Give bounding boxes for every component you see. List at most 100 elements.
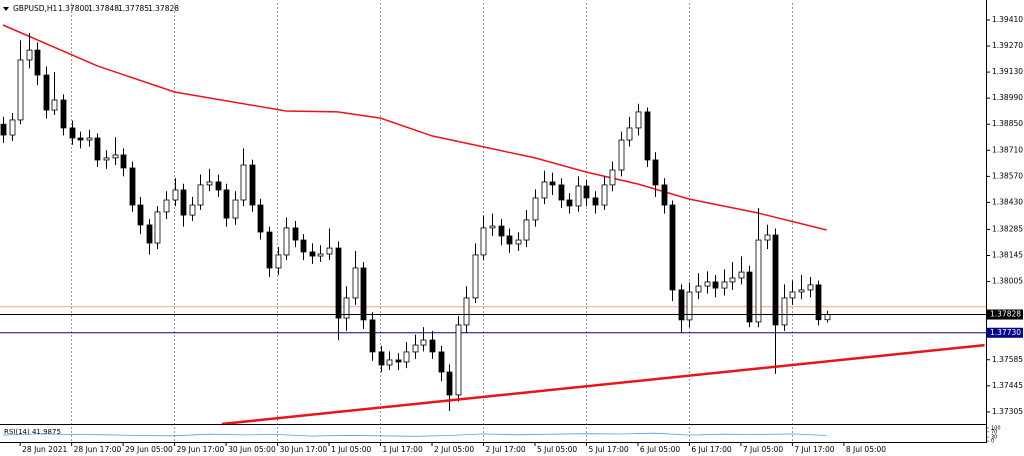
candle-body [34, 49, 41, 76]
candle-body [395, 359, 402, 363]
x-tick-label: 30 Jun 05:00 [228, 445, 276, 454]
candle-body [249, 164, 256, 206]
rsi-tick-label: 100 [991, 426, 1001, 432]
candle-body [438, 351, 445, 373]
ohlc-label: 1.37785 [118, 4, 149, 13]
grid-layer [71, 3, 793, 442]
x-tick-label: 28 Jun 17:00 [74, 445, 122, 454]
ohlc-label: 1.37828 [148, 4, 179, 13]
y-tick-label: 1.38430 [992, 197, 1023, 206]
candle-body [154, 211, 161, 244]
candle-body [626, 127, 633, 141]
candle-body [652, 159, 659, 186]
trendline [221, 343, 985, 426]
candle-body [789, 291, 796, 299]
candle-body [420, 339, 427, 346]
candle-body [283, 227, 290, 256]
x-tick-label: 1 Jul 17:00 [383, 445, 423, 454]
candle-body [498, 225, 505, 237]
y-tick-label: 1.38145 [992, 250, 1023, 259]
candle-body [506, 235, 513, 245]
y-tick-label: 1.38285 [992, 224, 1023, 233]
candle-body [704, 281, 711, 287]
candle-body [669, 204, 676, 291]
x-tick-label: 6 Jul 05:00 [640, 445, 680, 454]
x-tick-label: 2 Jul 05:00 [434, 445, 474, 454]
candle-body [558, 184, 565, 201]
candle-body [69, 127, 76, 139]
x-tick-label: 7 Jul 17:00 [794, 445, 834, 454]
x-tick-label: 1 Jul 05:00 [331, 445, 371, 454]
y-tick-label: 1.39270 [992, 41, 1023, 50]
candle-body [172, 189, 179, 201]
candle-body [575, 185, 582, 207]
candle-body [378, 351, 385, 366]
candle-body [317, 253, 324, 257]
candle-body [146, 224, 153, 244]
candle-body [335, 247, 342, 319]
candle-body [712, 281, 719, 289]
candle-body [755, 239, 762, 323]
candle-body [215, 181, 222, 191]
candle-body [549, 181, 556, 186]
y-tick-label: 1.38005 [992, 277, 1023, 286]
candle-body [240, 164, 247, 201]
collapse-icon[interactable] [3, 7, 9, 11]
candle-body [721, 281, 728, 289]
y-tick-label: 1.38850 [992, 119, 1023, 128]
y-tick-label: 1.39410 [992, 15, 1023, 24]
candle-body [824, 314, 831, 321]
y-tick-label: 1.38570 [992, 171, 1023, 180]
x-tick-label: 6 Jul 17:00 [691, 445, 731, 454]
candle-body [26, 49, 33, 61]
moving-average [2, 24, 827, 231]
x-tick-label: 8 Jul 05:00 [846, 445, 886, 454]
candle-body [369, 319, 376, 353]
candle-body [532, 197, 539, 221]
candle-body [480, 227, 487, 256]
candle-body [746, 271, 753, 323]
candle-body [764, 234, 771, 241]
symbol-label: GBPUSD,H1 [13, 4, 58, 13]
candle-body [455, 324, 462, 396]
bid-line-box [987, 309, 1023, 320]
rsi-tick-label: 70 [991, 429, 997, 435]
ohlc-label: 1.37848 [88, 4, 119, 13]
candle-body [86, 137, 93, 141]
rsi-label: RSI(14) 41.9875 [4, 428, 61, 436]
candle-body [137, 204, 144, 226]
candle-body [309, 251, 316, 257]
candle-body [300, 239, 307, 253]
candle-body [326, 247, 333, 255]
candle-body [566, 199, 573, 207]
candle-body [515, 239, 522, 245]
x-tick-label: 5 Jul 17:00 [588, 445, 628, 454]
axes-layer: 1.378001.378481.377851.378281.394101.392… [4, 4, 1023, 454]
y-tick-label: 1.37305 [992, 407, 1023, 416]
y-tick-label: 1.39130 [992, 67, 1023, 76]
candle-body [0, 123, 7, 136]
x-tick-label: 7 Jul 05:00 [743, 445, 783, 454]
candle-body [60, 99, 67, 129]
candle-body [729, 277, 736, 283]
x-tick-label: 2 Jul 17:00 [485, 445, 525, 454]
bid-line-label: 1.37828 [990, 310, 1021, 319]
rsi-line [2, 432, 827, 437]
candle-body [601, 184, 608, 206]
candle-body [463, 297, 470, 326]
candle-body [635, 111, 642, 129]
candle-body [112, 154, 119, 159]
candle-body [343, 297, 350, 319]
candle-body [94, 137, 101, 161]
candle-body [661, 184, 668, 206]
candle-body [206, 181, 213, 186]
candle-body [815, 284, 822, 321]
y-tick-label: 1.38710 [992, 145, 1023, 154]
candle-body [292, 227, 299, 241]
candle-body [403, 351, 410, 363]
candle-body [429, 339, 436, 353]
x-tick-label: 29 Jun 05:00 [125, 445, 173, 454]
